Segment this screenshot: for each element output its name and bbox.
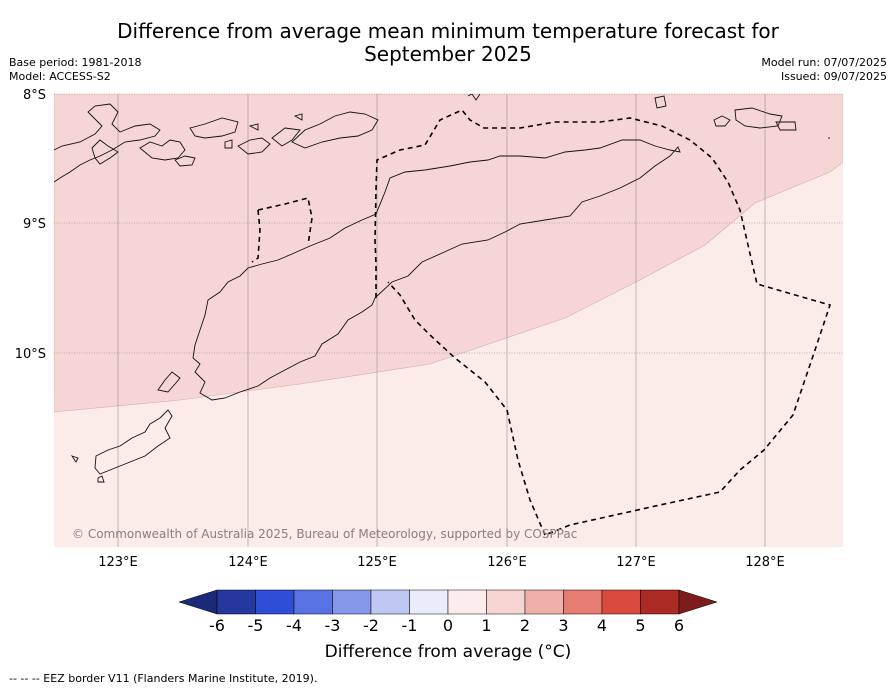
colorbar-swatch	[447, 589, 487, 615]
copyright-notice: © Commonwealth of Australia 2025, Bureau…	[72, 527, 577, 541]
colorbar-tick-label: 0	[443, 616, 453, 635]
colorbar-swatch	[370, 589, 410, 615]
lat-labels: 8°S 9°S 10°S	[15, 88, 46, 362]
meta-right: Model run: 07/07/2025 Issued: 09/07/2025	[761, 56, 887, 84]
lon-label-126e: 126°E	[487, 555, 527, 570]
meta-left: Base period: 1981-2018 Model: ACCESS-S2	[9, 56, 141, 84]
colorbar-tick-label: -5	[248, 616, 264, 635]
issued-date: Issued: 09/07/2025	[780, 70, 887, 83]
colorbar-swatch	[486, 589, 526, 615]
colorbar-under-arrow	[178, 589, 218, 615]
colorbar-swatch	[524, 589, 564, 615]
coastlines	[54, 94, 830, 483]
lon-label-128e: 128°E	[745, 555, 785, 570]
colorbar-swatch	[409, 589, 449, 615]
colorbar-swatch	[293, 589, 333, 615]
colorbar-title: Difference from average (°C)	[324, 642, 572, 662]
colorbar-swatch	[255, 589, 295, 615]
colorbar-swatch	[601, 589, 641, 615]
colorbar-swatch	[216, 589, 256, 615]
model-name: Model: ACCESS-S2	[9, 70, 111, 83]
lat-label-8s: 8°S	[23, 88, 46, 103]
colorbar-tick-label: -1	[402, 616, 418, 635]
colorbar-swatch	[640, 589, 680, 615]
colorbar-tick-label: -2	[363, 616, 379, 635]
colorbar-tick-label: 1	[481, 616, 491, 635]
map-title: Difference from average mean minimum tem…	[0, 20, 896, 66]
colorbar: -6 -5 -4 -3 -2 -1 0 1 2 3 4 5 6	[178, 589, 718, 635]
lat-label-9s: 9°S	[23, 217, 46, 232]
lon-label-124e: 124°E	[228, 555, 268, 570]
graticule	[54, 93, 843, 547]
colorbar-swatch	[332, 589, 372, 615]
colorbar-tick-label: 6	[674, 616, 684, 635]
title-line-1: Difference from average mean minimum tem…	[117, 19, 779, 43]
eez-border	[251, 109, 832, 536]
colorbar-tick-label: 2	[520, 616, 530, 635]
lon-label-125e: 125°E	[357, 555, 397, 570]
colorbar-swatch	[563, 589, 603, 615]
lat-label-10s: 10°S	[15, 347, 46, 362]
lon-label-127e: 127°E	[616, 555, 656, 570]
lon-label-123e: 123°E	[98, 555, 138, 570]
colorbar-tick-label: 3	[558, 616, 568, 635]
timor-coast	[192, 139, 681, 401]
colorbar-tick-label: 5	[635, 616, 645, 635]
model-run: Model run: 07/07/2025	[761, 56, 887, 69]
colorbar-tick-label: -4	[286, 616, 302, 635]
colorbar-tick-label: -6	[209, 616, 225, 635]
lon-labels: 123°E 124°E 125°E 126°E 127°E 128°E	[98, 555, 785, 570]
base-period: Base period: 1981-2018	[9, 56, 142, 69]
colorbar-tick-label: 4	[597, 616, 607, 635]
colorbar-tick-label: -3	[325, 616, 341, 635]
colorbar-over-arrow	[678, 589, 718, 615]
eez-footnote: -- -- -- EEZ border V11 (Flanders Marine…	[9, 672, 318, 685]
title-line-2: September 2025	[364, 42, 532, 66]
